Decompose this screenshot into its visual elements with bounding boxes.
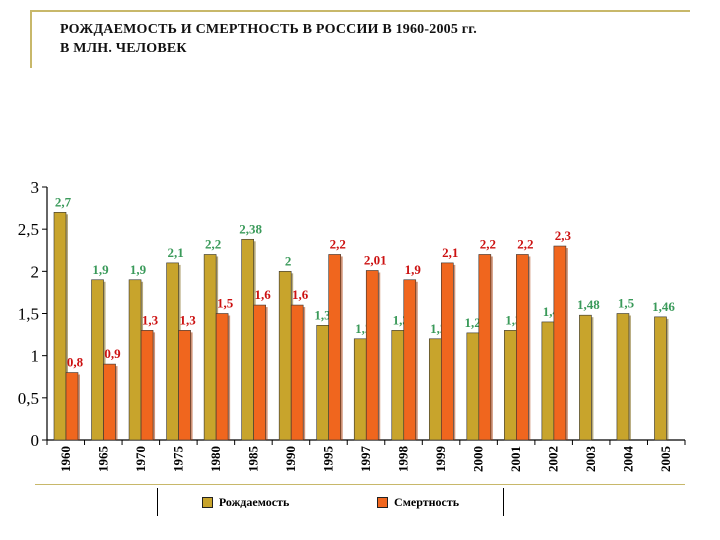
data-label-deaths: 2,2 bbox=[517, 236, 533, 251]
bar-births-1980 bbox=[203, 254, 217, 441]
bar-deaths-1980 bbox=[215, 313, 229, 441]
bar-births-1975 bbox=[166, 262, 179, 441]
x-tick-label: 2004 bbox=[621, 446, 636, 473]
data-label-births: 2,1 bbox=[167, 245, 183, 260]
x-tick-label: 1960 bbox=[58, 446, 73, 472]
bar-deaths-1995 bbox=[328, 254, 342, 441]
data-label-births: 2 bbox=[285, 253, 292, 268]
bar-births-1998 bbox=[391, 330, 405, 441]
bar-deaths-1965 bbox=[103, 363, 116, 441]
x-tick-label: 1990 bbox=[283, 446, 298, 472]
y-tick-label: 2 bbox=[31, 262, 40, 281]
data-label-deaths: 2,2 bbox=[330, 236, 346, 251]
legend-label-births: Рождаемость bbox=[218, 494, 290, 509]
data-label-deaths: 2,3 bbox=[555, 228, 572, 243]
legend: Рождаемость Смертность bbox=[157, 488, 504, 516]
data-label-births: 1,48 bbox=[577, 297, 600, 312]
frame-top-line bbox=[30, 10, 690, 12]
data-label-deaths: 2,01 bbox=[364, 252, 387, 267]
y-tick-label: 3 bbox=[31, 178, 40, 197]
bar-births-1965 bbox=[91, 279, 104, 441]
data-label-deaths: 0,8 bbox=[67, 355, 84, 370]
legend-item-births: Рождаемость bbox=[201, 494, 290, 510]
chart-title-line1: РОЖДАЕМОСТЬ И СМЕРТНОСТЬ В РОССИИ В 1960… bbox=[60, 22, 477, 37]
data-label-births: 1,9 bbox=[92, 262, 109, 277]
bar-births-2004 bbox=[616, 313, 630, 441]
bar-deaths-1997 bbox=[365, 270, 379, 441]
x-tick-label: 2003 bbox=[583, 446, 598, 473]
bar-deaths-1970 bbox=[140, 330, 154, 441]
data-label-deaths: 1,6 bbox=[255, 287, 272, 302]
data-label-deaths: 1,6 bbox=[292, 287, 309, 302]
x-tick-label: 1997 bbox=[358, 446, 373, 473]
data-label-births: 1,9 bbox=[130, 262, 147, 277]
bar-births-1999 bbox=[428, 338, 442, 441]
x-tick-label: 2002 bbox=[546, 446, 561, 472]
x-tick-label: 2001 bbox=[508, 446, 523, 472]
bar-deaths-1960 bbox=[65, 372, 79, 441]
bar-births-2000 bbox=[466, 332, 480, 441]
data-label-deaths: 1,5 bbox=[217, 296, 234, 311]
x-tick-label: 1980 bbox=[208, 446, 223, 472]
data-label-births: 1,5 bbox=[618, 296, 635, 311]
bar-births-1997 bbox=[353, 338, 367, 441]
bar-births-2002 bbox=[541, 321, 555, 441]
x-tick-label: 1975 bbox=[170, 446, 185, 473]
legend-swatch-deaths bbox=[377, 496, 389, 508]
x-tick-label: 1985 bbox=[245, 446, 260, 473]
bar-births-1995 bbox=[316, 325, 330, 441]
data-label-deaths: 1,3 bbox=[179, 312, 196, 327]
data-label-deaths: 1,9 bbox=[405, 262, 422, 277]
x-tick-label: 2005 bbox=[658, 446, 673, 473]
data-label-deaths: 1,3 bbox=[142, 312, 159, 327]
x-tick-label: 1998 bbox=[396, 446, 411, 473]
bar-births-2005 bbox=[654, 316, 667, 441]
data-label-births: 2,38 bbox=[239, 221, 262, 236]
bar-deaths-1975 bbox=[178, 330, 191, 441]
legend-swatch-births bbox=[201, 496, 213, 508]
y-tick-label: 1,5 bbox=[18, 305, 39, 324]
bar-births-2001 bbox=[504, 330, 517, 441]
x-tick-label: 1970 bbox=[133, 446, 148, 472]
data-label-deaths: 0,9 bbox=[104, 346, 121, 361]
bar-births-1960 bbox=[53, 212, 67, 441]
bar-deaths-1998 bbox=[403, 279, 417, 441]
data-label-births: 2,7 bbox=[55, 194, 72, 209]
bottom-rule bbox=[35, 484, 685, 485]
bar-births-1990 bbox=[278, 271, 292, 441]
chart-title-line2: В МЛН. ЧЕЛОВЕК bbox=[60, 41, 187, 56]
chart-title: РОЖДАЕМОСТЬ И СМЕРТНОСТЬ В РОССИИ В 1960… bbox=[60, 20, 660, 58]
legend-label-deaths: Смертность bbox=[394, 494, 460, 509]
y-tick-label: 2,5 bbox=[18, 220, 39, 239]
x-tick-label: 1999 bbox=[433, 446, 448, 473]
x-tick-label: 1965 bbox=[95, 446, 110, 473]
bar-deaths-2000 bbox=[478, 254, 492, 441]
frame-left-line bbox=[30, 10, 32, 68]
y-tick-label: 0,5 bbox=[18, 389, 39, 408]
legend-item-deaths: Смертность bbox=[377, 495, 459, 510]
y-tick-label: 1 bbox=[31, 347, 40, 366]
bar-deaths-1990 bbox=[290, 304, 304, 441]
y-tick-label: 0 bbox=[31, 431, 40, 450]
data-label-deaths: 2,2 bbox=[480, 236, 496, 251]
data-label-deaths: 2,1 bbox=[442, 245, 458, 260]
bar-deaths-1985 bbox=[253, 304, 266, 441]
bar-births-1985 bbox=[241, 238, 254, 441]
data-label-births: 1,46 bbox=[652, 299, 675, 314]
bar-deaths-2001 bbox=[516, 254, 529, 441]
x-tick-label: 2000 bbox=[471, 446, 486, 472]
bar-deaths-1999 bbox=[440, 262, 454, 441]
bar-deaths-2002 bbox=[553, 245, 567, 441]
bar-births-1970 bbox=[128, 279, 142, 441]
bar-births-2003 bbox=[579, 314, 592, 441]
x-tick-label: 1995 bbox=[320, 446, 335, 473]
data-label-births: 2,2 bbox=[205, 236, 221, 251]
